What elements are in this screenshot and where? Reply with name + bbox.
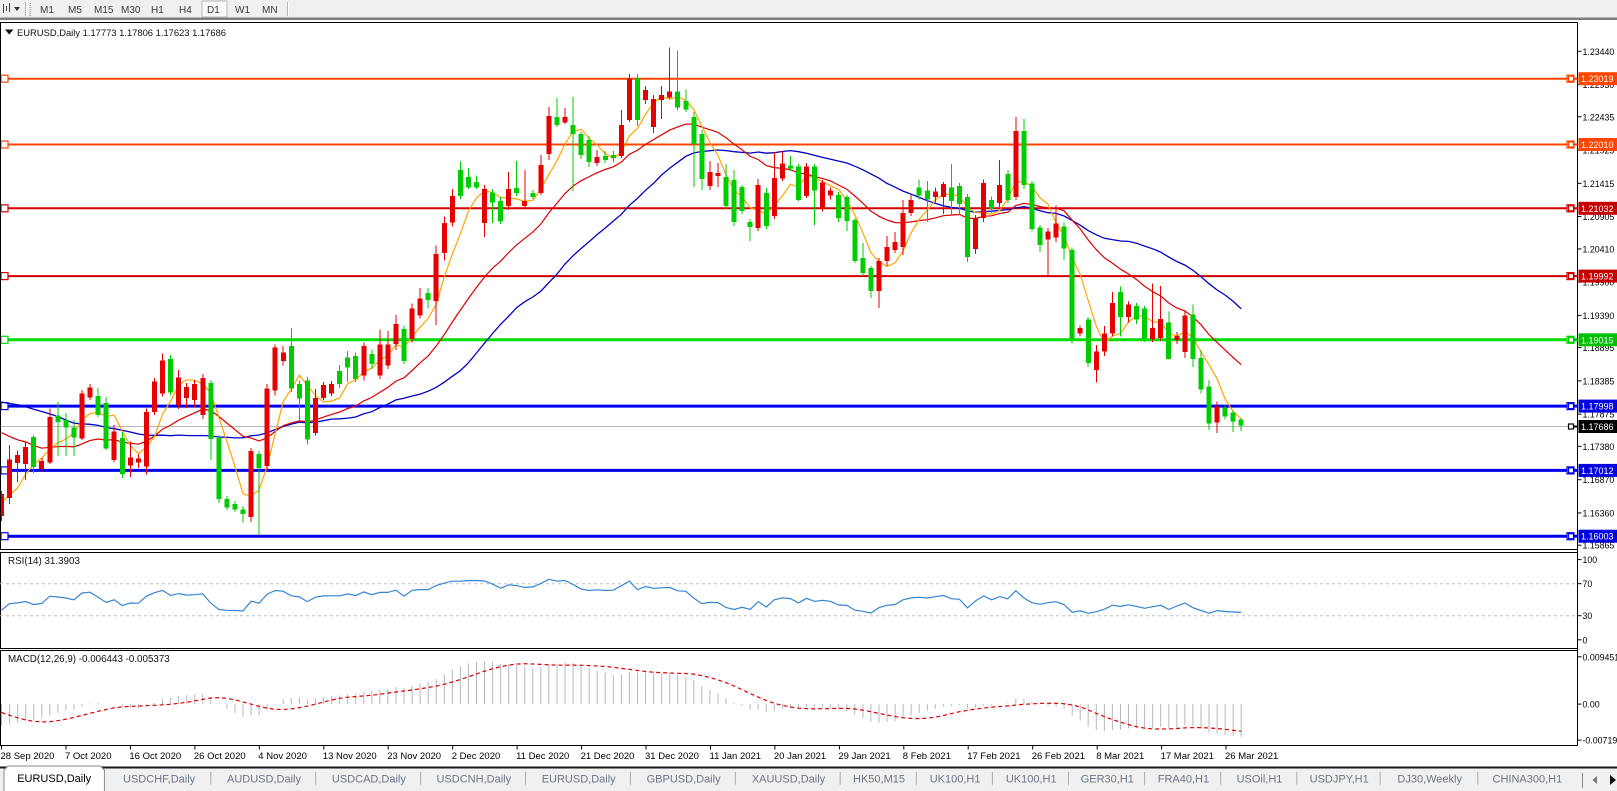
svg-text:2 Dec 2020: 2 Dec 2020 xyxy=(452,751,501,762)
svg-text:HK50,M15: HK50,M15 xyxy=(853,774,905,786)
svg-text:1.16360: 1.16360 xyxy=(1583,508,1615,518)
svg-text:D1: D1 xyxy=(207,5,220,16)
svg-text:8 Feb 2021: 8 Feb 2021 xyxy=(903,751,951,762)
svg-text:0.00: 0.00 xyxy=(1583,700,1600,710)
svg-text:23 Nov 2020: 23 Nov 2020 xyxy=(387,751,441,762)
svg-text:1.17686: 1.17686 xyxy=(1581,422,1614,432)
svg-text:USOil,H1: USOil,H1 xyxy=(1237,774,1283,786)
svg-text:1.23440: 1.23440 xyxy=(1583,47,1615,57)
svg-text:28 Sep 2020: 28 Sep 2020 xyxy=(1,751,55,762)
svg-text:26 Oct 2020: 26 Oct 2020 xyxy=(194,751,246,762)
svg-text:RSI(14) 31.3903: RSI(14) 31.3903 xyxy=(8,556,80,567)
svg-text:EURUSD,Daily: EURUSD,Daily xyxy=(17,773,91,785)
svg-text:1.20410: 1.20410 xyxy=(1583,244,1615,254)
svg-text:W1: W1 xyxy=(235,5,250,16)
svg-text:EURUSD,Daily: EURUSD,Daily xyxy=(542,774,616,786)
svg-text:CHINA300,H1: CHINA300,H1 xyxy=(1493,774,1563,786)
svg-text:GBPUSD,Daily: GBPUSD,Daily xyxy=(647,774,721,786)
svg-text:30: 30 xyxy=(1583,611,1593,621)
svg-text:26 Mar 2021: 26 Mar 2021 xyxy=(1225,751,1278,762)
svg-text:-0.00719: -0.00719 xyxy=(1583,736,1617,746)
svg-text:11 Dec 2020: 11 Dec 2020 xyxy=(516,751,569,762)
svg-text:4 Nov 2020: 4 Nov 2020 xyxy=(258,751,307,762)
svg-text:1.17012: 1.17012 xyxy=(1581,466,1614,476)
svg-text:M15: M15 xyxy=(94,5,114,16)
svg-text:1.17875: 1.17875 xyxy=(1583,410,1615,420)
svg-text:8 Mar 2021: 8 Mar 2021 xyxy=(1096,751,1144,762)
svg-text:1.15865: 1.15865 xyxy=(1583,541,1615,551)
svg-text:16 Oct 2020: 16 Oct 2020 xyxy=(129,751,181,762)
svg-text:20 Jan 2021: 20 Jan 2021 xyxy=(774,751,826,762)
svg-text:M5: M5 xyxy=(68,5,82,16)
svg-text:1.16870: 1.16870 xyxy=(1583,475,1615,485)
svg-text:H4: H4 xyxy=(179,5,192,16)
svg-text:1.17998: 1.17998 xyxy=(1581,402,1614,412)
svg-text:AUDUSD,Daily: AUDUSD,Daily xyxy=(227,774,301,786)
svg-text:EURUSD,Daily 1.17773 1.17806: EURUSD,Daily 1.17773 1.17806 1.17623 1.1… xyxy=(17,27,226,38)
svg-text:USDCNH,Daily: USDCNH,Daily xyxy=(437,774,512,786)
svg-text:1.22435: 1.22435 xyxy=(1583,112,1615,122)
svg-text:17 Feb 2021: 17 Feb 2021 xyxy=(967,751,1020,762)
svg-text:1.19992: 1.19992 xyxy=(1581,272,1614,282)
svg-text:21 Dec 2020: 21 Dec 2020 xyxy=(581,751,635,762)
svg-text:1.19390: 1.19390 xyxy=(1583,311,1615,321)
svg-text:11 Jan 2021: 11 Jan 2021 xyxy=(710,751,762,762)
svg-text:XAUUSD,Daily: XAUUSD,Daily xyxy=(752,774,826,786)
svg-text:26 Feb 2021: 26 Feb 2021 xyxy=(1032,751,1085,762)
svg-text:1.23019: 1.23019 xyxy=(1581,74,1614,84)
svg-text:USDCAD,Daily: USDCAD,Daily xyxy=(332,774,406,786)
svg-text:1.18385: 1.18385 xyxy=(1583,376,1615,386)
svg-text:70: 70 xyxy=(1583,579,1593,589)
svg-text:31 Dec 2020: 31 Dec 2020 xyxy=(645,751,699,762)
svg-text:17 Mar 2021: 17 Mar 2021 xyxy=(1161,751,1214,762)
svg-text:7 Oct 2020: 7 Oct 2020 xyxy=(65,751,111,762)
svg-text:MACD(12,26,9) -0.006443 -0.005: MACD(12,26,9) -0.006443 -0.005373 xyxy=(8,654,170,665)
svg-text:H1: H1 xyxy=(151,5,164,16)
svg-text:M1: M1 xyxy=(40,5,54,16)
svg-text:USDCHF,Daily: USDCHF,Daily xyxy=(123,774,196,786)
svg-text:29 Jan 2021: 29 Jan 2021 xyxy=(838,751,890,762)
svg-text:UK100,H1: UK100,H1 xyxy=(1006,774,1057,786)
svg-text:1.19015: 1.19015 xyxy=(1581,335,1614,345)
svg-text:1.20905: 1.20905 xyxy=(1583,212,1615,222)
svg-text:USDJPY,H1: USDJPY,H1 xyxy=(1310,774,1369,786)
svg-text:MN: MN xyxy=(262,5,278,16)
svg-text:M30: M30 xyxy=(121,5,141,16)
svg-text:1.22010: 1.22010 xyxy=(1581,140,1614,150)
svg-text:0.009451: 0.009451 xyxy=(1583,652,1617,662)
svg-text:1.21415: 1.21415 xyxy=(1583,179,1615,189)
svg-text:1.21032: 1.21032 xyxy=(1581,204,1614,214)
svg-text:1.17380: 1.17380 xyxy=(1583,442,1615,452)
svg-text:1.18895: 1.18895 xyxy=(1583,343,1615,353)
svg-text:GER30,H1: GER30,H1 xyxy=(1081,774,1134,786)
svg-text:FRA40,H1: FRA40,H1 xyxy=(1158,774,1209,786)
svg-text:DJ30,Weekly: DJ30,Weekly xyxy=(1397,774,1462,786)
svg-text:0: 0 xyxy=(1583,635,1588,645)
svg-text:13 Nov 2020: 13 Nov 2020 xyxy=(323,751,377,762)
svg-text:1.16003: 1.16003 xyxy=(1581,532,1614,542)
svg-text:UK100,H1: UK100,H1 xyxy=(930,774,981,786)
svg-text:100: 100 xyxy=(1583,555,1598,565)
